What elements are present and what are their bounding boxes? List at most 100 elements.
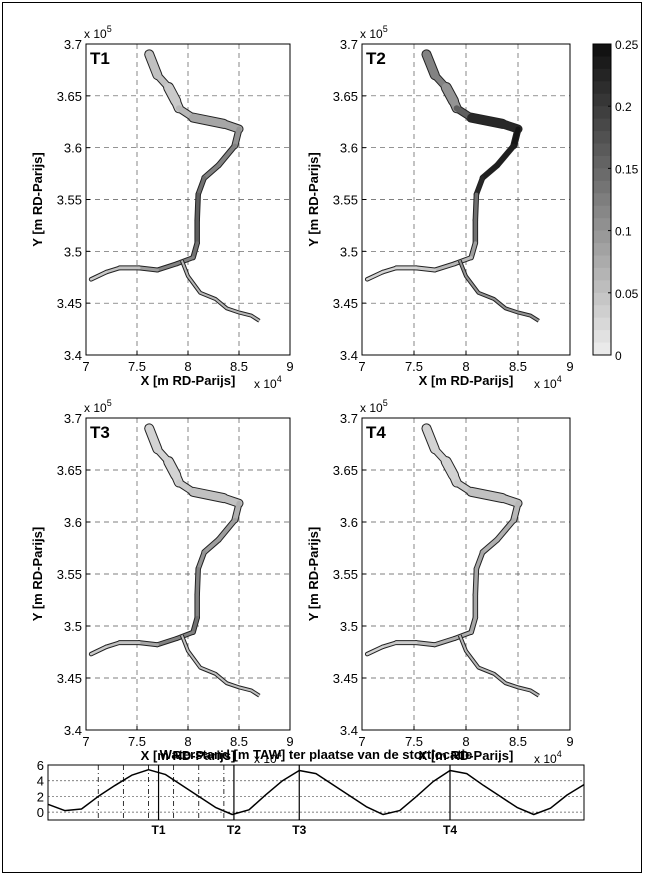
y-tick-label: 3.6 [64,141,82,156]
panel-label: T4 [366,423,386,442]
colorbar-band [593,230,611,244]
x-tick-label: 8 [462,734,469,749]
river-segment [137,266,159,272]
colorbar-band [593,68,611,82]
colorbar-band [593,317,611,331]
map-panel-t1: 7 7.5 8 8.5 9 3.4 3.45 3.5 3.55 3.6 3.65 3.7 T1 X [m … [30,24,294,391]
river-segment [473,192,479,222]
colorbar-band [593,280,611,294]
time-marker-label: T3 [292,823,306,837]
colorbar-band [593,342,611,356]
river-segment [191,615,199,634]
river-segment [89,645,108,656]
y-tick-label: 3.5 [340,244,358,259]
x-tick-label: 9 [566,734,573,749]
river-segment [511,500,521,523]
y-tick-label: 3.55 [57,193,82,208]
tributary-channel [458,634,540,697]
river-segment [453,630,473,640]
x-tick-label: 7.5 [128,734,146,749]
river-segment [414,641,437,647]
river-segment [495,143,516,168]
river-segment [220,494,243,507]
river-segment [195,192,200,222]
x-tick-label: 7 [358,734,365,749]
river-segment [467,487,507,503]
y-multiplier: x 105 [84,24,112,41]
y-tick-label: 3.5 [340,619,358,634]
map-panel-t3: 7 7.5 8 8.5 9 3.4 3.45 3.5 3.55 3.6 3.65 3.7 T3 X [m … [30,398,294,766]
x-tick-label: 8 [184,359,191,374]
y-axis-label: Y [m RD-Parijs] [306,152,321,246]
x-tick-label: 8.5 [509,359,527,374]
river-segment [175,630,195,640]
x-tick-label: 7 [358,359,365,374]
colorbar-band [593,131,611,145]
y-tick-label: 3.7 [64,411,82,426]
x-multiplier: x 104 [254,374,282,391]
river-segment [232,126,242,149]
x-axis-label: X [m RD-Parijs] [419,748,514,763]
y-axis-label: Y [m RD-Parijs] [30,527,45,621]
y-tick-label: 3.6 [340,515,358,530]
tide-y-tick-label: 0 [37,805,44,820]
map-panel-t2: 7 7.5 8 8.5 9 3.4 3.45 3.5 3.55 3.6 3.65 3.7 T2 X [m … [306,24,574,391]
y-tick-label: 3.4 [64,723,82,738]
river-segment [453,256,473,266]
river-segment [365,645,385,656]
y-tick-label: 3.6 [64,515,82,530]
river-channel [364,49,540,323]
colorbar-band [593,205,611,219]
tide-chart: Waterstand [m TAW] ter plaatse van de st… [37,747,585,837]
river-segment [495,517,516,542]
colorbar-band [593,330,611,344]
river-segment [196,550,207,571]
y-tick-label: 3.4 [64,348,82,363]
river-channel [88,49,261,323]
x-multiplier: x 104 [534,374,562,391]
river-segment [105,641,121,649]
river-segment [195,567,200,597]
river-segment [145,50,162,80]
colorbar-band [593,267,611,281]
tide-y-tick-label: 6 [37,758,44,773]
colorbar-tick-label: 0.2 [615,100,632,114]
y-tick-label: 3.7 [340,37,358,52]
river-segment [469,615,478,634]
colorbar-band [593,155,611,169]
x-tick-label: 7 [82,359,89,374]
colorbar-band [593,218,611,232]
x-axis-label: X [m RD-Parijs] [419,373,514,388]
colorbar-band [593,180,611,194]
river-segment [414,266,437,272]
y-axis-label: Y [m RD-Parijs] [30,152,45,246]
x-tick-label: 7.5 [405,734,423,749]
river-segment [511,126,521,149]
colorbar-band [593,56,611,70]
river-segment [202,537,221,555]
colorbar-band [593,93,611,107]
x-tick-label: 7 [82,734,89,749]
tide-y-tick-label: 2 [37,789,44,804]
colorbar: 0.25 0.2 0.15 0.1 0.05 0 [592,38,639,363]
y-tick-label: 3.6 [340,141,358,156]
x-multiplier: x 104 [254,749,282,766]
panel-label: T2 [366,49,386,68]
river-channel [88,423,261,698]
colorbar-band [593,305,611,319]
river-segment [191,241,199,260]
y-multiplier: x 105 [360,398,388,415]
y-tick-label: 3.45 [333,671,358,686]
y-tick-label: 3.45 [333,296,358,311]
time-marker-label: T2 [227,823,241,837]
colorbar-band [593,106,611,120]
colorbar-band [593,292,611,306]
colorbar-band [593,193,611,207]
tributary-channel [180,634,260,697]
x-axis-label: X [m RD-Parijs] [141,748,236,763]
river-segment [155,636,179,647]
river-segment [473,567,479,597]
x-tick-label: 8 [184,734,191,749]
y-tick-label: 3.4 [340,723,358,738]
